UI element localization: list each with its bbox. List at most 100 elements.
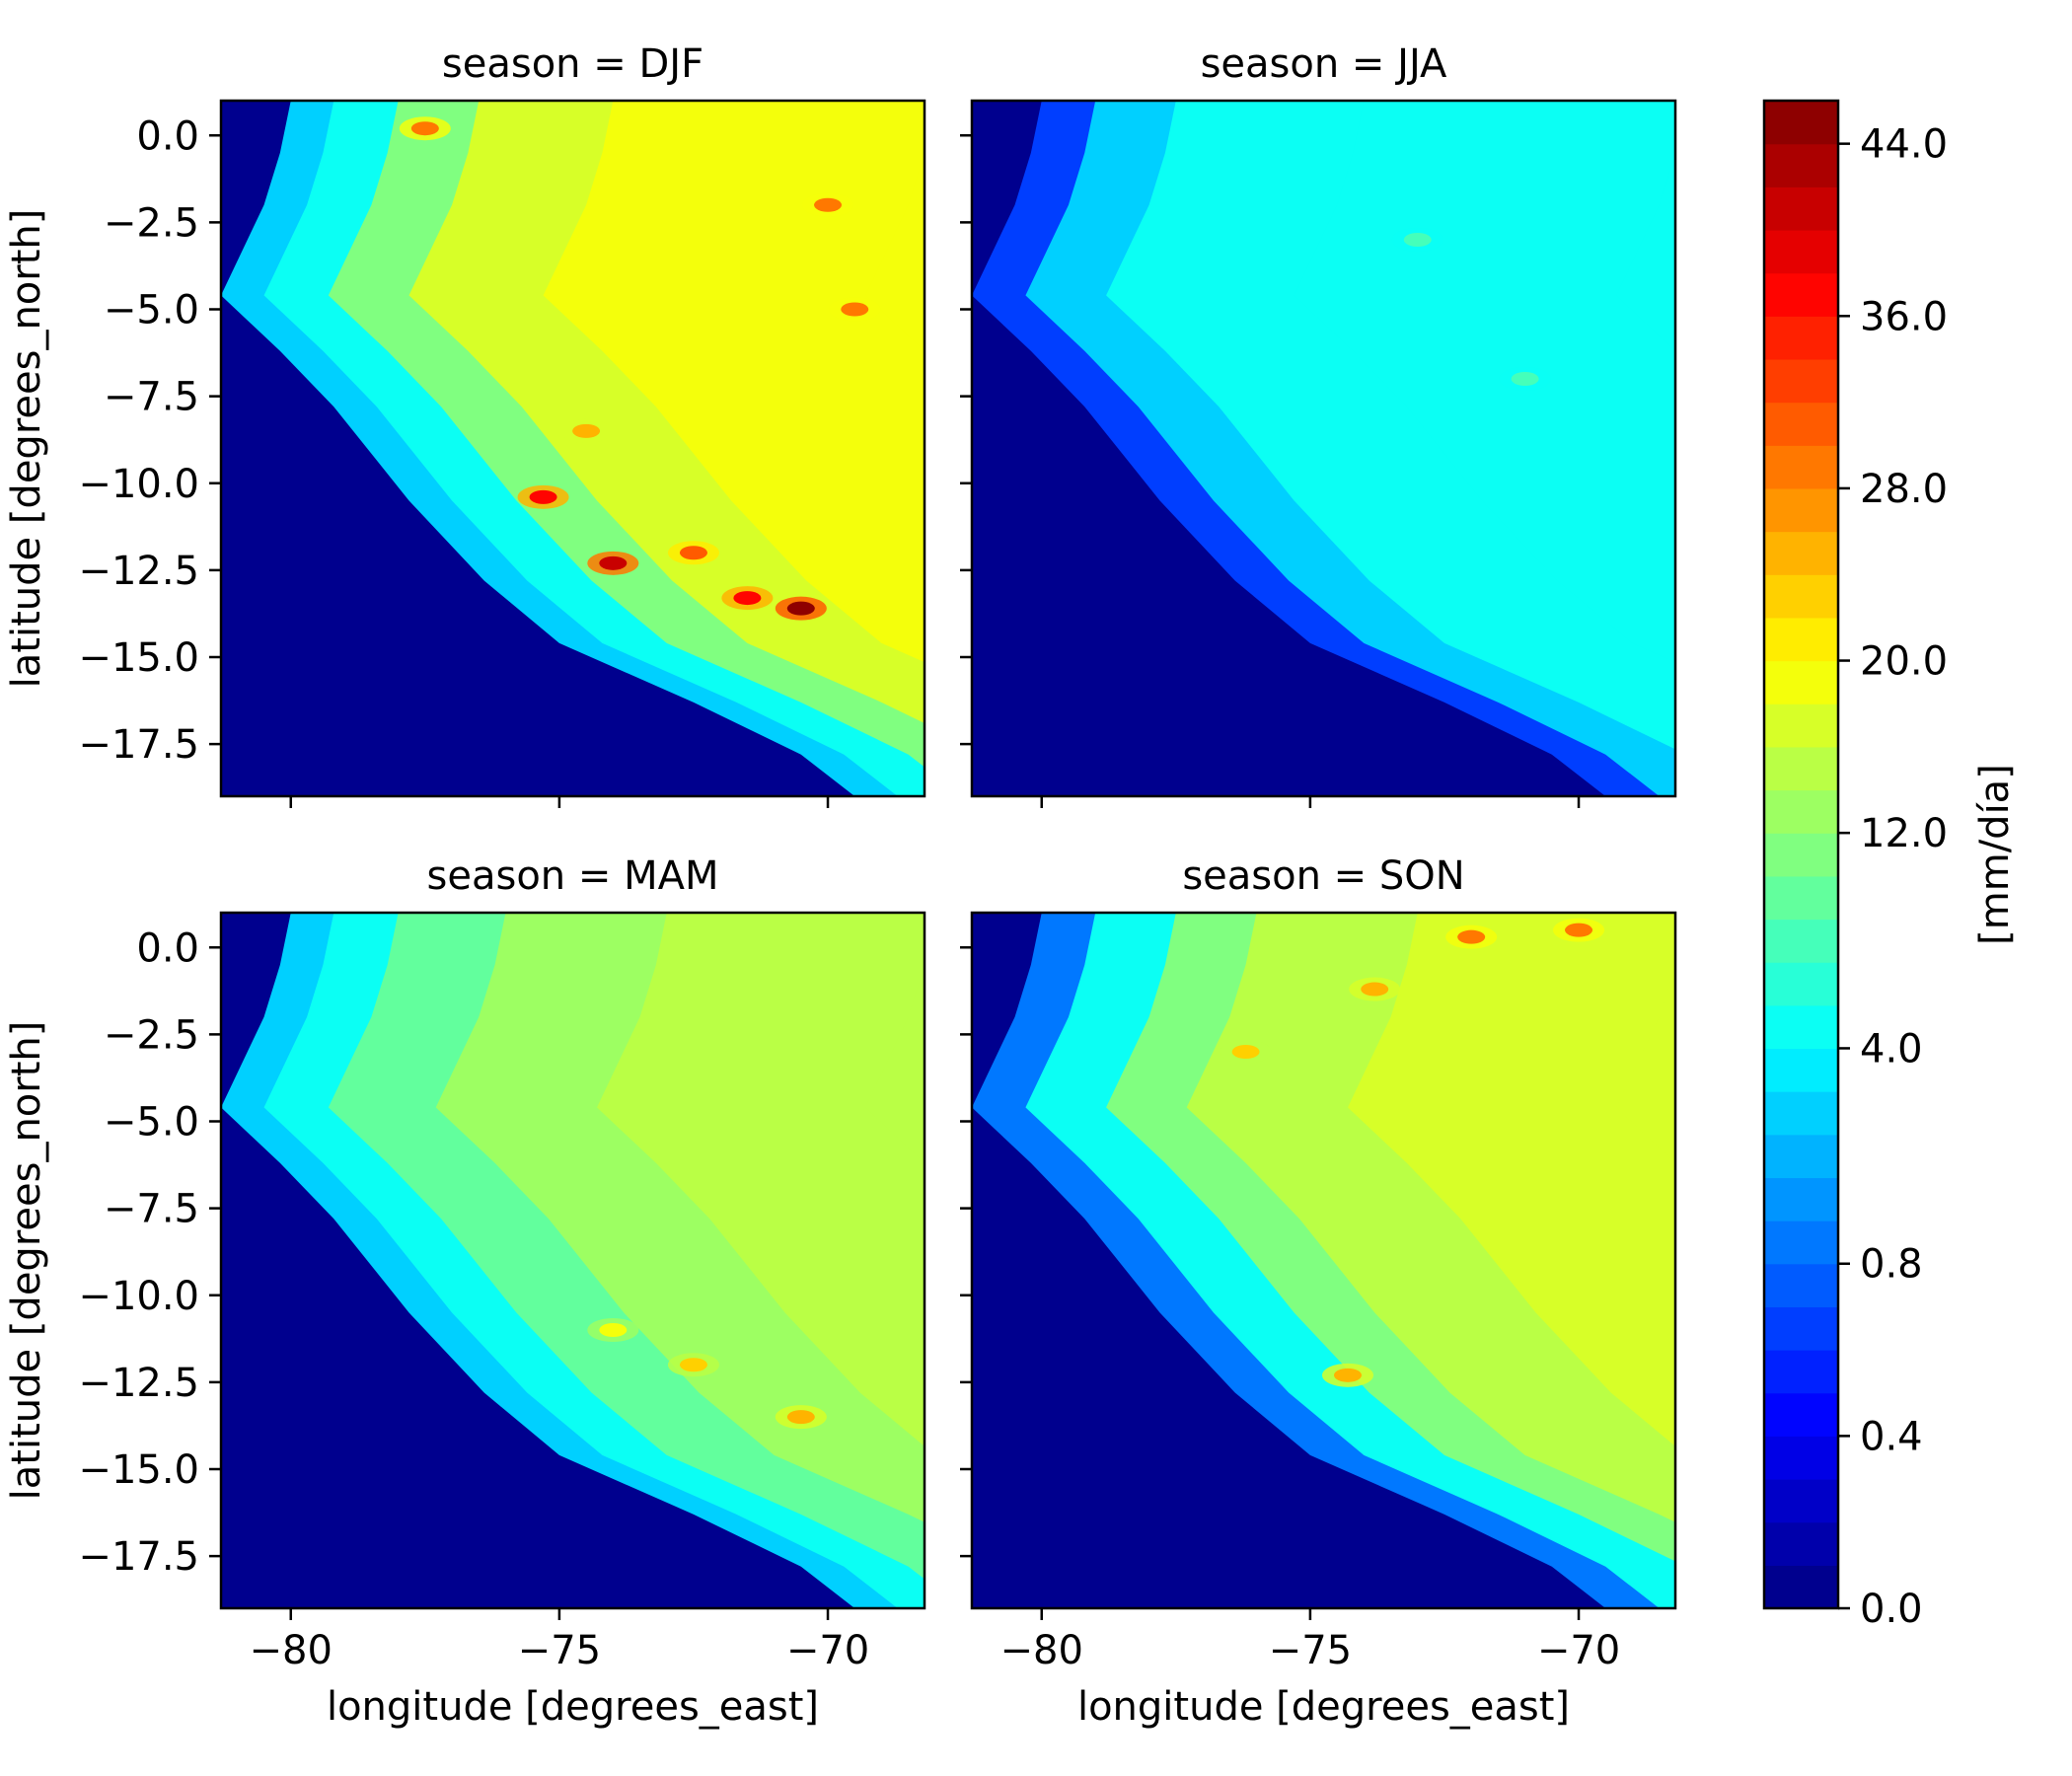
colorbar-frame: [1762, 99, 1840, 1610]
x-tick-label: −75: [518, 1628, 601, 1673]
y-tick-label: −10.0: [78, 462, 199, 507]
y-tick-label: −7.5: [104, 1187, 199, 1232]
colorbar-band: [1764, 1392, 1838, 1437]
colorbar-band: [1764, 746, 1838, 791]
precip-hotspot: [399, 116, 451, 141]
colorbar-band: [1764, 660, 1838, 704]
x-tick-label: −75: [1269, 1628, 1352, 1673]
panel-title: season = SON: [1182, 853, 1464, 899]
precip-hotspot: [517, 484, 569, 509]
colorbar-tick-label: 0.4: [1860, 1414, 1923, 1459]
colorbar-band: [1764, 875, 1838, 921]
colorbar-band: [1764, 1048, 1838, 1092]
y-axis-label: latitude [degrees_north]: [4, 1021, 49, 1501]
colorbar-band: [1764, 186, 1838, 231]
y-tick-label: −15.0: [78, 1447, 199, 1493]
y-tick-label: −7.5: [104, 375, 199, 420]
y-tick-label: −10.0: [78, 1274, 199, 1319]
colorbar-band: [1764, 1521, 1838, 1566]
colorbar-band: [1764, 789, 1838, 834]
precip-hotspot: [1391, 228, 1443, 252]
panel-title: season = MAM: [427, 853, 719, 899]
colorbar-tick-label: 12.0: [1860, 811, 1948, 856]
precip-band: [1616, 964, 1675, 1163]
y-tick-label: −17.5: [78, 1534, 199, 1580]
panel-mam: season = MAM 0.0 −2.5 −5.0 −7.5 −10.0 −12.5 −15…: [4, 853, 926, 1730]
colorbar-band: [1764, 402, 1838, 446]
colorbar-band: [1764, 617, 1838, 662]
colorbar-tick-label: 0.8: [1860, 1242, 1923, 1288]
precip-hotspot: [775, 596, 827, 621]
precip-field: [972, 101, 1675, 796]
y-tick-label: −12.5: [78, 549, 199, 594]
precip-hotspot: [1220, 1040, 1272, 1064]
precip-hotspot: [560, 418, 613, 443]
colorbar-tick-label: 44.0: [1860, 122, 1948, 168]
colorbar-band: [1764, 1091, 1838, 1136]
y-tick-label: −2.5: [104, 1012, 199, 1058]
precip-hotspot: [829, 297, 881, 322]
precip-hotspot: [1499, 367, 1551, 391]
colorbar-band: [1764, 919, 1838, 963]
x-axis-label: longitude [degrees_east]: [1077, 1684, 1570, 1730]
colorbar-band: [1764, 1221, 1838, 1265]
colorbar-band: [1764, 101, 1838, 145]
y-tick-label: −2.5: [104, 200, 199, 246]
y-tick-label: −15.0: [78, 635, 199, 681]
precip-band: [865, 152, 925, 351]
precip-hotspot: [667, 541, 719, 565]
colorbar-band: [1764, 1177, 1838, 1221]
precip-band: [1347, 913, 1675, 1446]
precip-band: [1294, 101, 1675, 663]
axes-frame: [970, 911, 1677, 1610]
axes-frame: [219, 911, 926, 1610]
colorbar: 0.0 0.4 0.8 4.0 12.0 20.0 28.0 36.0 44.0 [mm/día]: [1762, 99, 2018, 1632]
y-tick-label: −5.0: [104, 288, 199, 333]
y-tick-label: −5.0: [104, 1100, 199, 1146]
panel-title: season = DJF: [442, 41, 703, 87]
x-axis-label: longitude [degrees_east]: [327, 1684, 819, 1730]
x-tick-label: −80: [1000, 1628, 1083, 1673]
colorbar-tick-label: 20.0: [1860, 639, 1948, 685]
y-tick-label: 0.0: [136, 925, 199, 971]
colorbar-band: [1764, 1004, 1838, 1050]
precip-hotspot: [667, 1353, 719, 1377]
axes-frame: [970, 99, 1677, 798]
precip-hotspot: [1553, 918, 1605, 942]
colorbar-band: [1764, 1436, 1838, 1480]
colorbar-band: [1764, 531, 1838, 575]
precip-hotspot: [721, 586, 774, 611]
colorbar-band: [1764, 1565, 1838, 1609]
colorbar-band: [1764, 833, 1838, 877]
colorbar-band: [1764, 574, 1838, 619]
panel-son: season = SON −80 −75 −70 longitude [degrees_…: [960, 853, 1677, 1730]
y-tick-label: −12.5: [78, 1361, 199, 1406]
colorbar-band: [1764, 316, 1838, 360]
colorbar-band: [1764, 358, 1838, 404]
precip-band: [865, 964, 925, 1163]
y-tick-label: −17.5: [78, 722, 199, 768]
colorbar-tick-label: 0.0: [1860, 1587, 1923, 1632]
precip-band: [1616, 152, 1675, 351]
precip-hotspot: [1349, 977, 1401, 1001]
precip-hotspot: [802, 192, 854, 217]
colorbar-band: [1764, 143, 1838, 187]
colorbar-band: [1764, 1479, 1838, 1523]
facet-panels: season = DJF 0.0 −2.5 −5.0 −7.5 −10.0 −12.5 −15…: [4, 41, 1677, 1730]
x-tick-label: −70: [786, 1628, 869, 1673]
precip-hotspot: [587, 1318, 639, 1342]
precip-hotspot: [1445, 925, 1498, 949]
colorbar-tick-label: 36.0: [1860, 294, 1948, 339]
colorbar-band: [1764, 1263, 1838, 1307]
colorbar-band: [1764, 1134, 1838, 1179]
colorbar-band: [1764, 229, 1838, 274]
colorbar-band: [1764, 1306, 1838, 1351]
y-tick-label: 0.0: [136, 113, 199, 159]
colorbar-band: [1764, 1350, 1838, 1394]
colorbar-tick-label: 28.0: [1860, 467, 1948, 512]
precip-hotspot: [587, 551, 639, 575]
y-axis-label: latitude [degrees_north]: [4, 209, 49, 689]
colorbar-tick-label: 4.0: [1860, 1026, 1923, 1072]
precip-band: [543, 101, 925, 663]
